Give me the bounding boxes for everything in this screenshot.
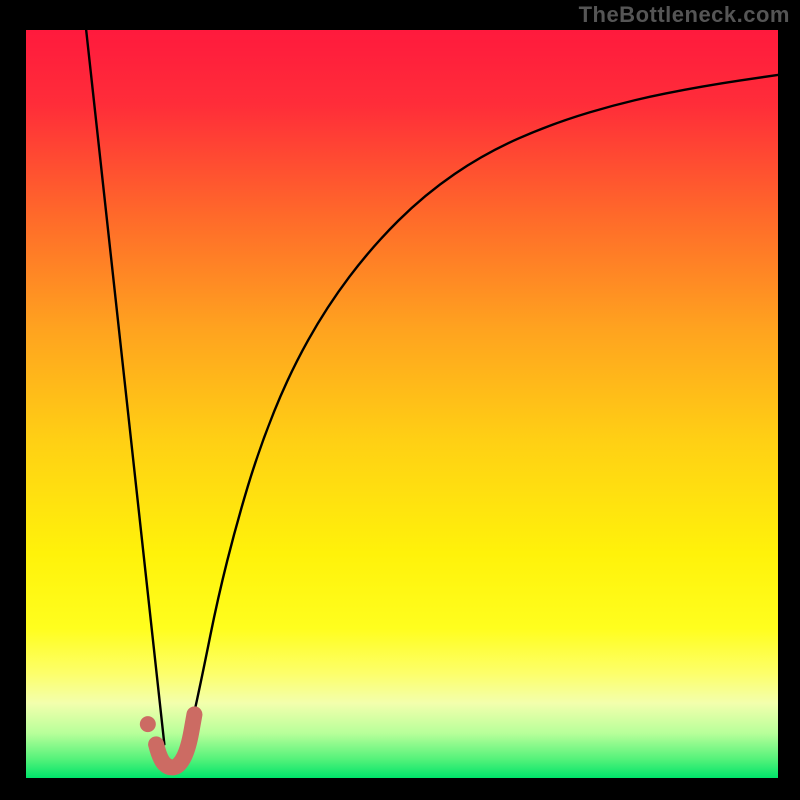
stage: TheBottleneck.com	[0, 0, 800, 800]
plot-frame	[26, 30, 778, 778]
dot-marker	[140, 716, 156, 732]
gradient-background	[26, 30, 778, 778]
watermark-text: TheBottleneck.com	[579, 2, 790, 28]
bottleneck-chart	[26, 30, 778, 778]
